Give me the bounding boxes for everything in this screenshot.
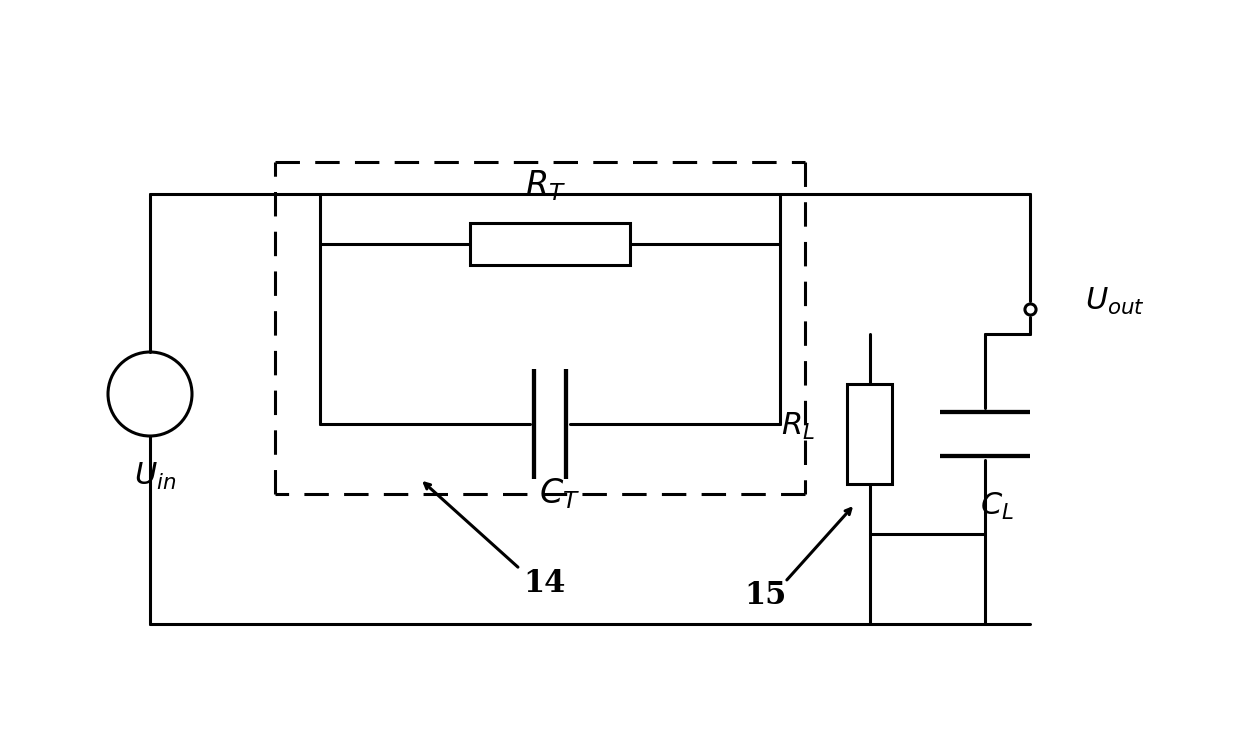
Text: $C_L$: $C_L$ xyxy=(980,490,1014,522)
Bar xyxy=(847,384,893,484)
Text: 15: 15 xyxy=(744,580,786,612)
Bar xyxy=(470,223,630,265)
Text: $R_T$: $R_T$ xyxy=(525,169,565,203)
Text: $U_{out}$: $U_{out}$ xyxy=(1085,286,1145,316)
Text: $U_{in}$: $U_{in}$ xyxy=(134,461,176,492)
Text: $R_L$: $R_L$ xyxy=(781,411,815,441)
Text: $C_T$: $C_T$ xyxy=(539,477,580,511)
Text: 14: 14 xyxy=(523,568,567,600)
